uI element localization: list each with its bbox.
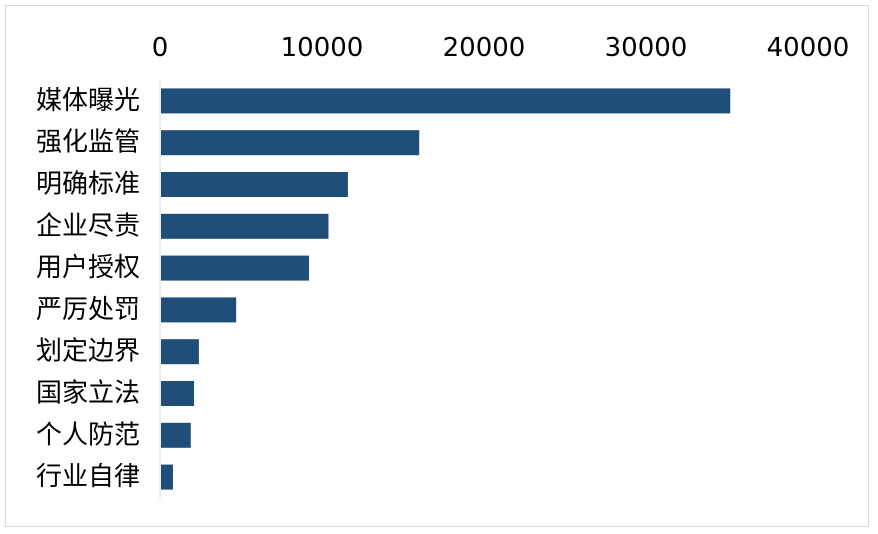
bar (161, 464, 173, 490)
bar (161, 88, 731, 114)
x-tick-label: 40000 (767, 33, 850, 63)
category-label: 用户授权 (36, 253, 140, 283)
x-tick-label: 30000 (605, 33, 688, 63)
category-label: 强化监管 (36, 128, 140, 158)
category-label: 媒体曝光 (36, 86, 140, 116)
bar (161, 297, 237, 323)
x-tick-label: 0 (152, 33, 169, 63)
category-label: 企业尽责 (36, 211, 140, 241)
bar (161, 213, 329, 239)
category-label: 行业自律 (36, 462, 140, 492)
bar (161, 172, 348, 197)
bar (161, 381, 195, 406)
bar (161, 339, 199, 365)
bar (161, 130, 420, 156)
category-label: 划定边界 (36, 337, 140, 367)
category-label: 严厉处罚 (36, 295, 140, 325)
category-label: 明确标准 (36, 170, 140, 200)
category-label: 个人防范 (36, 420, 140, 450)
category-label: 国家立法 (36, 379, 140, 409)
bars-group (161, 88, 731, 490)
x-tick-label: 10000 (281, 33, 364, 63)
x-axis-ticks: 0 10000 20000 30000 40000 (152, 33, 850, 63)
bar (161, 422, 191, 448)
bar (161, 255, 310, 281)
x-tick-label: 20000 (443, 33, 526, 63)
